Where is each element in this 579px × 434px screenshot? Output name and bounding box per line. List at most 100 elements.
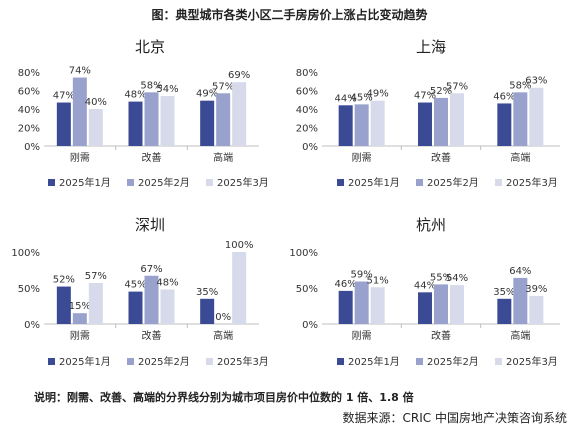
shenzhen-bar bbox=[56, 286, 71, 324]
beijing-data-label: 74% bbox=[69, 66, 91, 77]
shanghai-y-tick-label: 20% bbox=[296, 124, 318, 135]
beijing-legend-swatch bbox=[206, 179, 213, 186]
hangzhou-legend-swatch bbox=[416, 358, 423, 365]
beijing-bar bbox=[200, 100, 215, 146]
data-source: 数据来源：CRIC 中国房地产决策咨询系统 bbox=[342, 411, 567, 425]
shanghai-legend-swatch bbox=[495, 179, 502, 186]
shenzhen-chart-title: 深圳 bbox=[135, 216, 165, 234]
beijing-x-tick-label: 改善 bbox=[142, 151, 162, 164]
shanghai-legend-label: 2025年1月 bbox=[348, 176, 400, 189]
shanghai-data-label: 47% bbox=[414, 91, 436, 102]
beijing-data-label: 69% bbox=[228, 70, 250, 81]
shanghai-legend-label: 2025年3月 bbox=[506, 176, 558, 189]
hangzhou-x-tick-label: 刚需 bbox=[352, 330, 372, 342]
shanghai-legend-label: 2025年2月 bbox=[427, 176, 479, 189]
shanghai-x-tick-label: 高端 bbox=[510, 151, 530, 164]
shenzhen-bar bbox=[72, 313, 87, 324]
footnote: 说明：刚需、改善、高端的分界线分别为城市项目房价中位数的 1 倍、1.8 倍 bbox=[34, 391, 414, 404]
shenzhen-data-label: 100% bbox=[225, 240, 254, 251]
shenzhen-data-label: 67% bbox=[140, 264, 162, 275]
shenzhen-data-label: 57% bbox=[85, 271, 107, 282]
beijing-data-label: 49% bbox=[196, 89, 218, 100]
beijing-bar bbox=[216, 93, 231, 146]
hangzhou-legend-label: 2025年3月 bbox=[506, 355, 558, 368]
shanghai-x-tick-label: 刚需 bbox=[352, 152, 372, 164]
hangzhou-x-tick-label: 高端 bbox=[510, 329, 530, 342]
beijing-data-label: 48% bbox=[124, 90, 146, 101]
shanghai-bar bbox=[370, 100, 385, 146]
shanghai-data-label: 46% bbox=[493, 91, 515, 102]
hangzhou-data-label: 64% bbox=[509, 266, 531, 277]
beijing-bar bbox=[88, 109, 103, 146]
beijing-bar bbox=[144, 92, 159, 146]
shanghai-data-label: 52% bbox=[430, 86, 452, 97]
shenzhen-legend-swatch bbox=[48, 358, 55, 365]
beijing-x-tick-label: 高端 bbox=[213, 151, 233, 164]
beijing-legend-label: 2025年3月 bbox=[217, 176, 269, 189]
hangzhou-y-tick-label: 0% bbox=[302, 320, 318, 331]
shenzhen-legend-swatch bbox=[206, 358, 213, 365]
beijing-legend-swatch bbox=[127, 179, 134, 186]
hangzhou-data-label: 51% bbox=[367, 275, 389, 286]
shenzhen-x-tick-label: 改善 bbox=[142, 329, 162, 342]
shenzhen-data-label: 45% bbox=[124, 280, 146, 291]
hangzhou-legend-label: 2025年2月 bbox=[427, 355, 479, 368]
beijing-bar bbox=[128, 101, 143, 146]
hangzhou-bar bbox=[529, 295, 544, 324]
shenzhen-x-tick-label: 刚需 bbox=[70, 330, 90, 342]
hangzhou-legend-swatch bbox=[337, 358, 344, 365]
shenzhen-bar bbox=[128, 291, 143, 324]
beijing-bar bbox=[232, 82, 247, 146]
hangzhou-data-label: 44% bbox=[414, 280, 436, 291]
shanghai-data-label: 57% bbox=[446, 81, 468, 92]
hangzhou-bar bbox=[418, 292, 432, 324]
beijing-y-tick-label: 0% bbox=[24, 142, 40, 153]
hangzhou-bar bbox=[450, 285, 464, 324]
figure-title: 图：典型城市各类小区二手房房价上涨占比变动趋势 bbox=[151, 8, 428, 22]
shenzhen-data-label: 35% bbox=[196, 287, 218, 298]
beijing-y-tick-label: 20% bbox=[18, 124, 40, 135]
shanghai-bar bbox=[513, 92, 528, 146]
beijing-bar bbox=[56, 102, 71, 146]
hangzhou-chart-title: 杭州 bbox=[416, 216, 446, 234]
beijing-y-tick-label: 40% bbox=[18, 105, 40, 116]
shenzhen-legend-label: 2025年1月 bbox=[59, 355, 111, 368]
hangzhou-data-label: 39% bbox=[525, 284, 547, 295]
shanghai-data-label: 63% bbox=[525, 76, 547, 87]
hangzhou-bar bbox=[497, 298, 512, 324]
shenzhen-y-tick-label: 0% bbox=[24, 320, 40, 331]
hangzhou-legend-label: 2025年1月 bbox=[348, 355, 400, 368]
shanghai-bar bbox=[338, 105, 353, 146]
hangzhou-y-tick-label: 100% bbox=[289, 248, 318, 259]
hangzhou-bar bbox=[338, 290, 353, 324]
hangzhou-bar bbox=[354, 281, 369, 324]
shanghai-y-tick-label: 80% bbox=[296, 68, 318, 79]
beijing-legend-label: 2025年1月 bbox=[59, 176, 111, 189]
shanghai-bar bbox=[497, 103, 512, 146]
hangzhou-data-label: 54% bbox=[446, 273, 468, 284]
shanghai-data-label: 49% bbox=[367, 89, 389, 100]
hangzhou-legend-swatch bbox=[495, 358, 502, 365]
beijing-data-label: 54% bbox=[156, 84, 178, 95]
shenzhen-bar bbox=[144, 275, 159, 324]
beijing-bar bbox=[160, 96, 175, 146]
beijing-x-tick-label: 刚需 bbox=[70, 152, 90, 164]
shenzhen-data-label: 0% bbox=[215, 312, 231, 323]
shanghai-bar bbox=[529, 87, 544, 146]
shanghai-bar bbox=[418, 102, 432, 146]
beijing-y-tick-label: 80% bbox=[18, 68, 40, 79]
shenzhen-legend-swatch bbox=[127, 358, 134, 365]
shanghai-data-label: 58% bbox=[509, 80, 531, 91]
shanghai-y-tick-label: 0% bbox=[302, 142, 318, 153]
shanghai-chart-title: 上海 bbox=[416, 38, 446, 56]
hangzhou-data-label: 35% bbox=[493, 287, 515, 298]
hangzhou-bar bbox=[434, 284, 448, 324]
shenzhen-bar bbox=[232, 252, 247, 324]
shenzhen-data-label: 52% bbox=[53, 275, 75, 286]
beijing-data-label: 47% bbox=[53, 91, 75, 102]
hangzhou-data-label: 46% bbox=[335, 279, 357, 290]
shenzhen-bar bbox=[88, 282, 103, 324]
shenzhen-bar bbox=[200, 298, 215, 324]
shanghai-data-label: 45% bbox=[351, 92, 373, 103]
hangzhou-y-tick-label: 50% bbox=[296, 284, 318, 295]
